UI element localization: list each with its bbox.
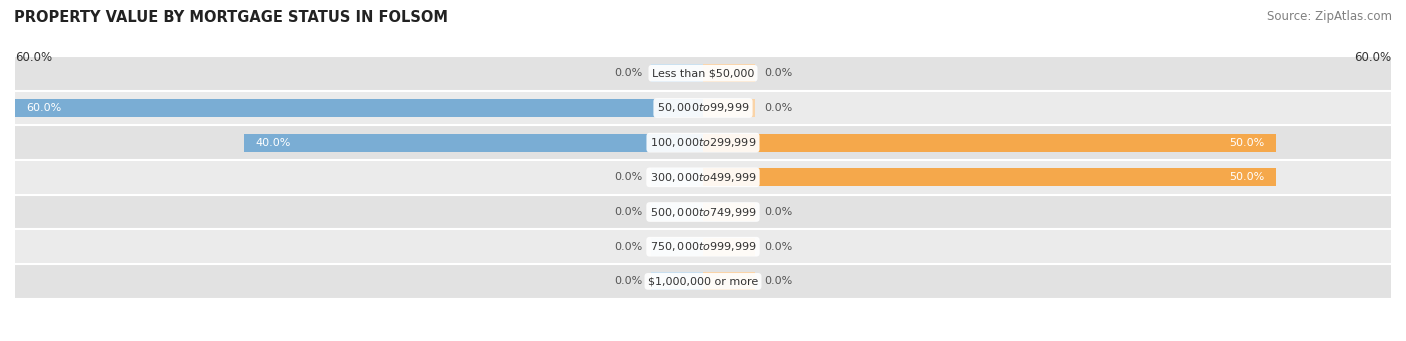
Text: $50,000 to $99,999: $50,000 to $99,999 <box>657 102 749 115</box>
Bar <box>703 64 755 82</box>
Text: 60.0%: 60.0% <box>27 103 62 113</box>
Bar <box>651 168 703 186</box>
Text: $300,000 to $499,999: $300,000 to $499,999 <box>650 171 756 184</box>
Bar <box>703 203 755 221</box>
Bar <box>15 229 1391 264</box>
Bar <box>15 195 1391 229</box>
Text: 0.0%: 0.0% <box>763 276 792 286</box>
Text: Source: ZipAtlas.com: Source: ZipAtlas.com <box>1267 10 1392 23</box>
Text: 0.0%: 0.0% <box>763 207 792 217</box>
Bar <box>703 134 1277 152</box>
Text: $500,000 to $749,999: $500,000 to $749,999 <box>650 206 756 219</box>
Text: 0.0%: 0.0% <box>614 242 643 252</box>
Bar <box>15 160 1391 195</box>
Text: 50.0%: 50.0% <box>1230 172 1265 182</box>
Bar <box>15 125 1391 160</box>
Text: 60.0%: 60.0% <box>15 51 52 64</box>
Bar <box>651 238 703 256</box>
Bar <box>651 203 703 221</box>
Text: 0.0%: 0.0% <box>614 207 643 217</box>
Text: $100,000 to $299,999: $100,000 to $299,999 <box>650 136 756 149</box>
Text: 50.0%: 50.0% <box>1230 138 1265 148</box>
Text: 40.0%: 40.0% <box>256 138 291 148</box>
Bar <box>703 99 755 117</box>
Text: Less than $50,000: Less than $50,000 <box>652 68 754 78</box>
Text: $750,000 to $999,999: $750,000 to $999,999 <box>650 240 756 253</box>
Text: PROPERTY VALUE BY MORTGAGE STATUS IN FOLSOM: PROPERTY VALUE BY MORTGAGE STATUS IN FOL… <box>14 10 449 25</box>
Bar <box>15 264 1391 299</box>
Text: 0.0%: 0.0% <box>614 68 643 78</box>
Bar <box>15 99 703 117</box>
Bar <box>703 168 1277 186</box>
Bar <box>15 91 1391 125</box>
Text: 0.0%: 0.0% <box>763 68 792 78</box>
Bar <box>651 272 703 291</box>
Text: 0.0%: 0.0% <box>763 103 792 113</box>
Text: 0.0%: 0.0% <box>763 242 792 252</box>
Text: 0.0%: 0.0% <box>614 172 643 182</box>
Text: 60.0%: 60.0% <box>1354 51 1391 64</box>
Bar <box>651 64 703 82</box>
Bar <box>703 272 755 291</box>
Text: $1,000,000 or more: $1,000,000 or more <box>648 276 758 286</box>
Bar <box>703 238 755 256</box>
Bar <box>245 134 703 152</box>
Bar <box>15 56 1391 91</box>
Text: 0.0%: 0.0% <box>614 276 643 286</box>
